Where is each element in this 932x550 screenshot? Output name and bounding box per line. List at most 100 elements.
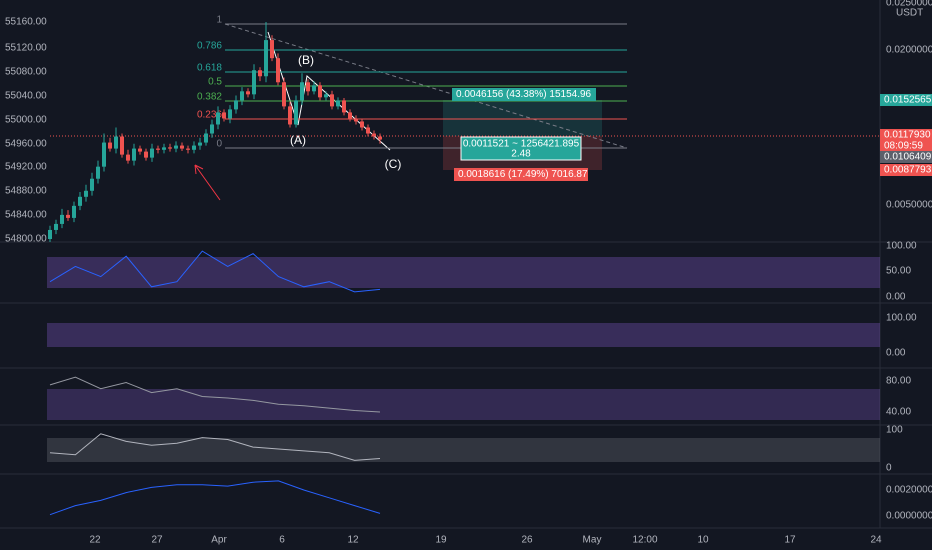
candle-body [54,223,58,230]
candle-body [354,118,358,122]
candle-body [258,70,262,77]
fib-label: 0.236 [197,110,222,121]
separators [0,0,932,529]
time-label: May [583,535,602,546]
price-badge [880,129,932,141]
left-price-label: 55040.00 [5,91,47,102]
candle-body [180,145,184,149]
candle-body [114,136,118,149]
profit-zone [443,100,602,136]
candle-body [96,166,100,179]
time-label: 12:00 [632,535,657,546]
candle-body [210,124,214,134]
pane-label: 100.00 [886,313,917,324]
time-label: 12 [347,535,359,546]
candle-body [198,142,202,146]
price-badge-label: 08:09:59 [884,141,923,152]
candle-body [102,142,106,167]
indicator-line [49,480,381,516]
candle-body [246,91,250,95]
left-price-label: 54960.00 [5,139,47,150]
candle-body [126,154,130,161]
left-price-label: 54920.00 [5,162,47,173]
band [47,438,880,462]
left-price-label: 55080.00 [5,67,47,78]
fib-label: 0.382 [197,92,222,103]
candle-body [222,112,226,119]
candle-body [234,100,238,110]
candle-body [90,178,94,191]
candle-body [186,148,190,150]
candle-body [84,190,88,197]
candle-body [192,145,196,150]
time-label: 22 [89,535,101,546]
pane-label: 100.00 [886,241,917,252]
candle-body [150,148,154,158]
candle-body [312,85,316,92]
target-label: 0.0046156 (43.38%) 15154.96 [456,89,592,100]
price-badge [880,94,932,106]
candle-body [366,127,370,134]
left-price-label: 55120.00 [5,43,47,54]
candle-body [72,205,76,218]
price-badge [880,164,932,176]
fib-label: 0 [216,139,222,150]
time-label: 27 [151,535,163,546]
candle-body [282,82,286,107]
ratio-label: 2.48 [511,149,531,160]
price-badge [880,151,932,163]
candle-body [336,100,340,107]
right-tick-label: 0.0200000 [886,45,932,56]
band [47,389,880,420]
time-label: Apr [211,535,227,546]
pane-label: 50.00 [886,266,911,277]
time-label: 26 [521,535,533,546]
candle-body [120,136,124,155]
right-tick-label: 0.0050000 [886,200,932,211]
unit-label: USDT [896,8,923,19]
candle-body [306,82,310,92]
arrow [194,164,221,201]
candle-body [138,148,142,152]
candle-body [162,147,166,150]
candle-body [330,94,334,107]
stop-label: 0.0018616 (17.49%) 7016.87 [458,169,588,180]
pane-label: 0.0000000 [886,511,932,522]
pane-label: 0.00 [886,292,906,303]
candle-body [156,148,160,150]
left-price-label: 55000.00 [5,115,47,126]
candle-body [348,112,352,119]
indicator-line [49,250,381,293]
band [47,323,880,347]
pane-label: 80.00 [886,376,911,387]
pane-label: 0 [886,463,892,474]
entry-label: 0.0011521 ~ 1256421.895 [463,139,580,150]
wave-label: (B) [298,53,314,67]
fib-label: 1 [216,15,222,26]
candle-body [204,133,208,143]
candle-body [318,85,322,98]
candle-body [228,109,232,119]
candle-body [360,121,364,128]
candle-body [174,145,178,149]
indicator-line [49,376,381,413]
time-label: 19 [435,535,447,546]
candle-body [264,40,268,77]
price-badge-label: 0.0087793 [884,165,932,176]
candle-body [288,106,292,125]
candle-body [240,91,244,101]
price-badge-label: 0.0152565 [884,95,932,106]
pane-label: 0.0020000 [886,485,932,496]
candle-body [66,214,70,218]
pane-label: 40.00 [886,407,911,418]
band [47,257,880,288]
price-badge [880,140,932,152]
fib-label: 0.786 [197,41,222,52]
time-label: 17 [784,535,796,546]
candle-body [378,136,382,140]
price-badge-label: 0.0117930 [884,130,931,141]
candle-body [300,82,304,101]
candle-body [60,214,64,224]
candle-body [276,58,280,83]
